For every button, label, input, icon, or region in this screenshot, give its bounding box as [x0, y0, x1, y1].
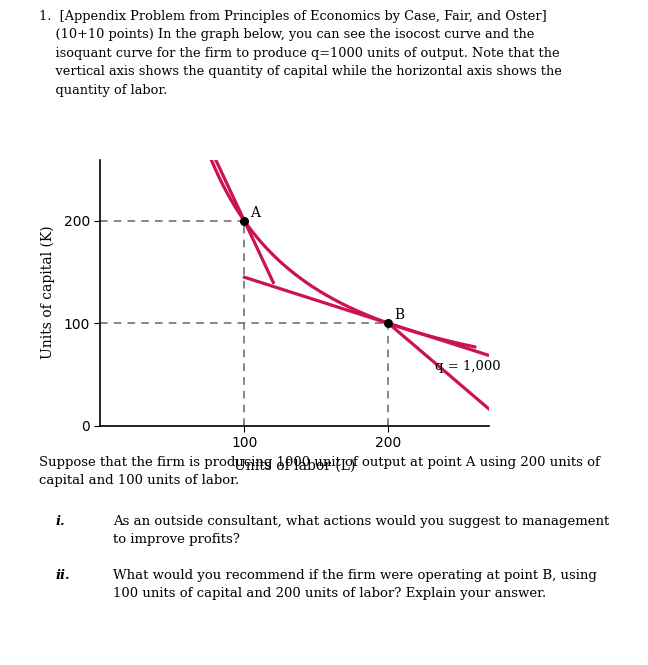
Text: A: A [250, 206, 260, 220]
X-axis label: Units of labor (L): Units of labor (L) [234, 458, 356, 472]
Text: B: B [394, 308, 404, 323]
Text: ii.: ii. [55, 569, 70, 582]
Text: As an outside consultant, what actions would you suggest to management
to improv: As an outside consultant, what actions w… [113, 515, 610, 547]
Text: 1.  [Appendix Problem from Principles of Economics by Case, Fair, and Oster]
   : 1. [Appendix Problem from Principles of … [39, 10, 562, 97]
Text: What would you recommend if the firm were operating at point B, using
100 units : What would you recommend if the firm wer… [113, 569, 597, 600]
Y-axis label: Units of capital (K): Units of capital (K) [41, 226, 55, 359]
Text: q = 1,000: q = 1,000 [435, 360, 500, 373]
Text: i.: i. [55, 515, 65, 529]
Text: Suppose that the firm is producing 1000 unit of output at point A using 200 unit: Suppose that the firm is producing 1000 … [39, 456, 600, 487]
